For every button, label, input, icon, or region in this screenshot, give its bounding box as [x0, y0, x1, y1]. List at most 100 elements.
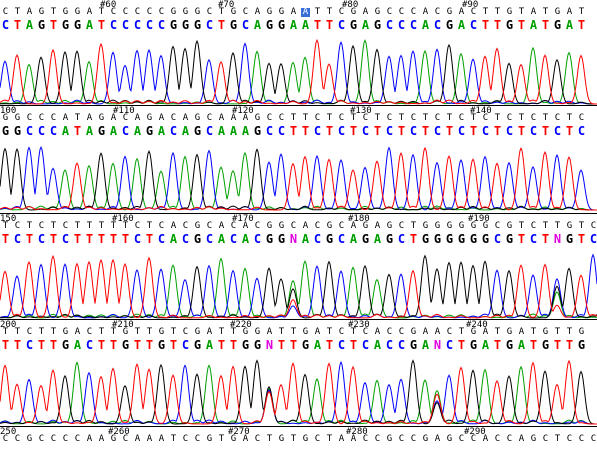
called-base[interactable]: T [229, 338, 238, 352]
called-base[interactable]: G [193, 338, 202, 352]
called-base[interactable]: T [13, 338, 22, 352]
called-base[interactable]: A [373, 232, 382, 246]
called-base[interactable]: G [565, 232, 574, 246]
called-base[interactable]: T [541, 232, 550, 246]
called-base[interactable]: T [541, 124, 550, 138]
called-base[interactable]: C [37, 124, 46, 138]
called-base[interactable]: C [25, 338, 34, 352]
called-base[interactable]: C [481, 124, 490, 138]
called-base[interactable]: A [421, 18, 430, 32]
called-base[interactable]: A [241, 124, 250, 138]
called-base[interactable]: N [265, 338, 274, 352]
called-base[interactable]: T [373, 124, 382, 138]
called-base[interactable]: A [361, 18, 370, 32]
called-base[interactable]: T [289, 124, 298, 138]
called-base[interactable]: C [361, 338, 370, 352]
called-base[interactable]: A [253, 18, 262, 32]
called-base[interactable]: T [1, 232, 10, 246]
called-base[interactable]: T [517, 124, 526, 138]
called-base[interactable]: T [517, 18, 526, 32]
called-base[interactable]: C [157, 232, 166, 246]
called-base[interactable]: G [169, 18, 178, 32]
called-base[interactable]: T [49, 18, 58, 32]
called-base[interactable]: G [277, 232, 286, 246]
called-base[interactable]: A [349, 232, 358, 246]
called-base[interactable]: A [169, 232, 178, 246]
called-base[interactable]: C [121, 18, 130, 32]
called-base[interactable]: C [553, 124, 562, 138]
called-base[interactable]: T [481, 18, 490, 32]
called-base[interactable]: C [385, 124, 394, 138]
called-base[interactable]: A [373, 338, 382, 352]
called-base[interactable]: C [337, 18, 346, 32]
called-base[interactable]: T [217, 18, 226, 32]
called-base[interactable]: T [493, 18, 502, 32]
called-base[interactable]: G [325, 232, 334, 246]
called-base[interactable]: A [241, 232, 250, 246]
called-base[interactable]: T [49, 232, 58, 246]
called-base[interactable]: G [505, 338, 514, 352]
called-base[interactable]: A [73, 338, 82, 352]
called-base[interactable]: C [25, 124, 34, 138]
called-base[interactable]: T [301, 124, 310, 138]
called-base[interactable]: C [469, 18, 478, 32]
called-base[interactable]: T [421, 124, 430, 138]
called-base[interactable]: T [13, 18, 22, 32]
called-base[interactable]: C [313, 124, 322, 138]
called-base[interactable]: T [349, 338, 358, 352]
called-base[interactable]: G [229, 18, 238, 32]
called-base[interactable]: T [73, 124, 82, 138]
called-base[interactable]: T [577, 18, 586, 32]
called-base[interactable]: C [37, 232, 46, 246]
called-base[interactable]: A [61, 124, 70, 138]
called-base[interactable]: C [205, 232, 214, 246]
called-base[interactable]: G [553, 18, 562, 32]
called-base[interactable]: C [181, 338, 190, 352]
called-base[interactable]: C [409, 124, 418, 138]
called-base[interactable]: C [409, 18, 418, 32]
called-base[interactable]: A [181, 124, 190, 138]
called-base[interactable]: C [397, 232, 406, 246]
called-base[interactable]: C [505, 124, 514, 138]
called-base[interactable]: C [337, 232, 346, 246]
called-base[interactable]: G [193, 124, 202, 138]
called-base[interactable]: C [337, 124, 346, 138]
called-base[interactable]: G [469, 338, 478, 352]
called-base[interactable]: G [61, 18, 70, 32]
called-base[interactable]: G [349, 18, 358, 32]
called-base[interactable]: A [301, 18, 310, 32]
called-base[interactable]: G [1, 124, 10, 138]
called-base[interactable]: C [397, 338, 406, 352]
called-base[interactable]: C [61, 232, 70, 246]
called-base[interactable]: T [97, 18, 106, 32]
called-base[interactable]: G [97, 124, 106, 138]
called-base[interactable]: C [157, 18, 166, 32]
called-base[interactable]: T [541, 18, 550, 32]
called-base[interactable]: T [217, 338, 226, 352]
called-base[interactable]: N [553, 232, 562, 246]
called-base[interactable]: C [109, 18, 118, 32]
called-base[interactable]: T [37, 338, 46, 352]
called-base[interactable]: T [1, 338, 10, 352]
called-base[interactable]: T [73, 232, 82, 246]
called-base[interactable]: T [445, 124, 454, 138]
called-base[interactable]: C [277, 124, 286, 138]
called-base[interactable]: G [193, 232, 202, 246]
called-base[interactable]: C [229, 232, 238, 246]
called-base[interactable]: C [169, 124, 178, 138]
called-base[interactable]: C [361, 124, 370, 138]
called-base[interactable]: T [97, 232, 106, 246]
called-base[interactable]: A [85, 124, 94, 138]
called-base[interactable]: G [373, 18, 382, 32]
called-base[interactable]: G [241, 338, 250, 352]
called-base[interactable]: T [85, 232, 94, 246]
called-base[interactable]: A [109, 124, 118, 138]
called-base[interactable]: C [397, 18, 406, 32]
called-base[interactable]: C [133, 18, 142, 32]
called-base[interactable]: G [421, 232, 430, 246]
called-base[interactable]: T [565, 338, 574, 352]
called-base[interactable]: A [289, 18, 298, 32]
called-base[interactable]: T [577, 232, 586, 246]
called-base[interactable]: C [589, 232, 597, 246]
called-base[interactable]: C [205, 18, 214, 32]
